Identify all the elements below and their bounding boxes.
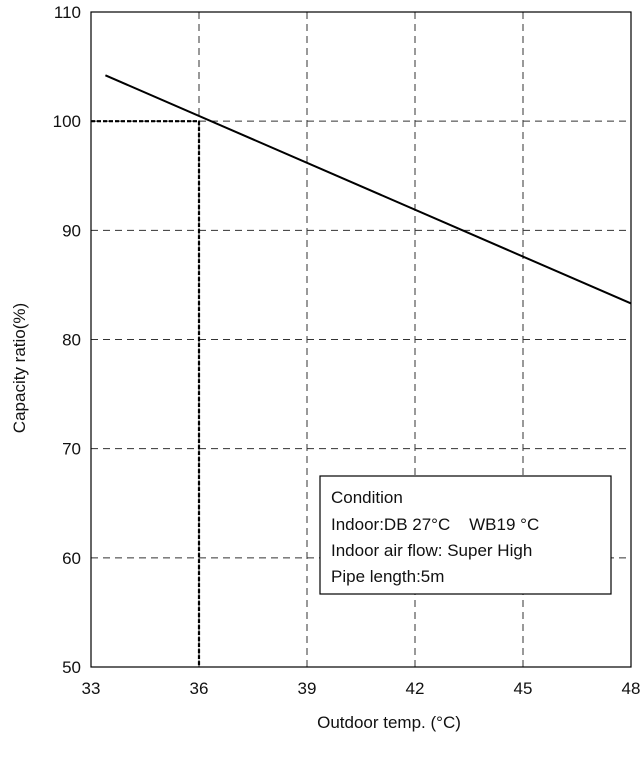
x-axis-label: Outdoor temp. (°C) [317, 713, 461, 732]
condition-indoor-temp: Indoor:DB 27°C WB19 °C [331, 515, 539, 534]
x-tick-labels: 33 36 39 42 45 48 [82, 679, 641, 698]
y-tick-label-100: 100 [53, 112, 81, 131]
y-tick-labels: 50 60 70 80 90 100 110 [53, 3, 81, 677]
y-tick-label-90: 90 [62, 221, 81, 240]
x-tick-label-33: 33 [82, 679, 101, 698]
condition-air-flow: Indoor air flow: Super High [331, 541, 532, 560]
y-tick-label-60: 60 [62, 549, 81, 568]
x-tick-label-36: 36 [190, 679, 209, 698]
x-tick-label-39: 39 [298, 679, 317, 698]
series-group [105, 74, 632, 305]
y-axis-label: Capacity ratio(%) [10, 303, 29, 433]
x-tick-label-48: 48 [622, 679, 641, 698]
condition-annotation: Condition Indoor:DB 27°C WB19 °C Indoor … [319, 475, 612, 595]
condition-pipe-length: Pipe length:5m [331, 567, 444, 586]
y-tick-label-50: 50 [62, 658, 81, 677]
y-tick-label-70: 70 [62, 440, 81, 459]
condition-title: Condition [331, 488, 403, 507]
condition-box-frame [319, 475, 612, 595]
y-tick-label-80: 80 [62, 331, 81, 350]
x-tick-label-42: 42 [406, 679, 425, 698]
reference-lines [91, 120, 201, 667]
series-line-0 [105, 74, 632, 305]
plot-border [90, 11, 632, 668]
y-tick-label-110: 110 [54, 3, 81, 22]
x-tick-label-45: 45 [514, 679, 533, 698]
